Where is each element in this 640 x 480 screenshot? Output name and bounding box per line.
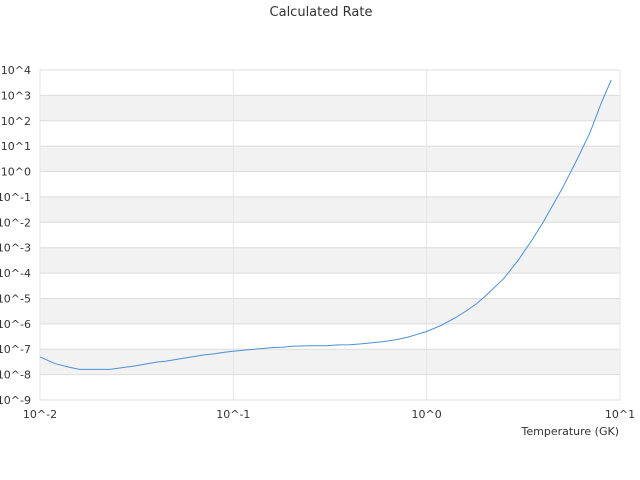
- grid-band: [40, 95, 620, 121]
- grid-band: [40, 146, 620, 172]
- y-axis-ticks: 10^4 10^3 10^2 10^1 10^0 10^-1 10^-2 10^-3 10^-4…: [0, 64, 31, 407]
- y-tick-label: 10^0: [1, 166, 31, 179]
- plot-grid: [39, 69, 621, 401]
- y-tick-label: 10^-7: [0, 343, 31, 356]
- grid-band: [40, 298, 620, 324]
- y-tick-label: 10^-1: [0, 191, 31, 204]
- grid-band: [40, 247, 620, 274]
- y-tick-label: 10^3: [1, 89, 31, 102]
- y-tick-label: 10^4: [1, 64, 31, 77]
- grid-band: [40, 196, 620, 223]
- x-axis-label: Temperature (GK): [521, 425, 620, 438]
- series-layer: [39, 79, 612, 370]
- x-tick-label: 10^-2: [23, 408, 57, 421]
- y-tick-label: 10^-2: [0, 216, 31, 229]
- x-axis-ticks: 10^-2 10^-1 10^0 10^1: [23, 408, 635, 421]
- grid-band: [40, 349, 620, 375]
- plot-bands: [40, 95, 620, 375]
- y-tick-label: 10^-8: [0, 369, 31, 382]
- chart-title: Calculated Rate: [270, 5, 373, 20]
- y-tick-label: 10^-4: [0, 267, 31, 280]
- y-tick-label: 10^-9: [0, 394, 31, 407]
- x-tick-label: 10^0: [412, 408, 442, 421]
- y-tick-label: 10^-6: [0, 318, 31, 331]
- x-tick-label: 10^-1: [216, 408, 250, 421]
- y-tick-label: 10^1: [1, 140, 31, 153]
- y-tick-label: 10^-5: [0, 292, 31, 305]
- series-line: [39, 79, 612, 370]
- x-tick-label: 10^1: [605, 408, 635, 421]
- y-tick-label: 10^-3: [0, 242, 31, 255]
- y-tick-label: 10^2: [1, 115, 31, 128]
